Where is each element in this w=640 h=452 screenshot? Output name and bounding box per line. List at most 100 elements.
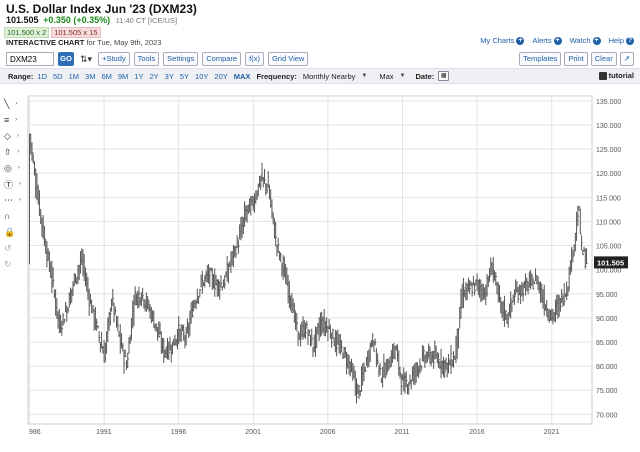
calendar-icon[interactable]: ▦ xyxy=(438,71,450,81)
chevron-right-icon: › xyxy=(17,149,20,155)
bid-ask: 101.500 x 2 101.505 x 15 xyxy=(4,27,101,38)
range-option-5y[interactable]: 5Y xyxy=(179,71,190,81)
drawing-tools-panel: ╲ › ≡ › ◇ › ⇧ › ◎ › Ⓣ › ⋯ › ∩ 🔒 ↺ ↻ xyxy=(4,96,26,272)
plus-circle-icon: + xyxy=(592,36,601,45)
magnet-tool-icon[interactable]: ∩ xyxy=(4,211,11,221)
x-tick-label: 1996 xyxy=(171,429,187,436)
chevron-right-icon: › xyxy=(15,101,18,107)
x-tick-label: 2011 xyxy=(395,429,410,436)
circle-tool-icon[interactable]: ◎ › xyxy=(4,162,20,173)
chevron-right-icon: › xyxy=(19,197,21,203)
settings-button[interactable]: Settings xyxy=(163,52,199,66)
range-label: Range: xyxy=(8,71,34,81)
text-tool-icon[interactable]: Ⓣ › xyxy=(4,179,22,190)
watch-link[interactable]: Watch + xyxy=(570,36,601,45)
x-tick-label: 2001 xyxy=(245,429,261,436)
frequency-value: Monthly Nearby xyxy=(302,71,356,81)
watch-label: Watch xyxy=(569,36,591,45)
arrow-tool-icon[interactable]: ⇧ › xyxy=(4,146,20,157)
my-charts-link[interactable]: My Charts + xyxy=(480,36,525,45)
y-tick-label: 90.000 xyxy=(596,316,618,323)
undo-icon[interactable]: ↺ xyxy=(4,242,12,253)
top-links: My Charts + Alerts + Watch + Help? xyxy=(480,36,634,45)
lock-tool-icon[interactable]: ⋯ › xyxy=(4,194,21,205)
expand-icon[interactable]: ↗ xyxy=(619,52,634,66)
tools-button[interactable]: Tools xyxy=(133,52,160,66)
clear-button[interactable]: Clear xyxy=(590,52,617,66)
range-option-5d[interactable]: 5D xyxy=(53,71,63,81)
last-price: 101.505 xyxy=(6,15,39,25)
range-options: 1D 5D 1M 3M 6M 9M 1Y 2Y 3Y 5Y 10Y 20Y MAX xyxy=(37,72,256,81)
chevron-right-icon: › xyxy=(15,117,18,123)
templates-button[interactable]: Templates xyxy=(519,52,562,66)
frequency-label: Frequency: xyxy=(256,71,297,81)
plus-circle-icon: + xyxy=(553,36,562,45)
range-option-6m[interactable]: 6M xyxy=(101,71,112,81)
instrument-title: U.S. Dollar Index Jun '23 (DXM23) xyxy=(6,2,197,16)
add-study-button[interactable]: +Study xyxy=(98,52,130,66)
go-button[interactable]: GO xyxy=(58,52,74,66)
range-option-9m[interactable]: 9M xyxy=(117,71,129,81)
chevron-right-icon: › xyxy=(16,133,19,139)
range-option-10y[interactable]: 10Y xyxy=(195,71,209,81)
print-button[interactable]: Print xyxy=(564,52,588,66)
compare-button[interactable]: Compare xyxy=(202,52,242,66)
redo-icon[interactable]: ↻ xyxy=(4,258,12,269)
grid-view-button[interactable]: Grid View xyxy=(267,52,309,66)
y-tick-label: 125.000 xyxy=(596,147,621,154)
chart-date: for Tue, May 9th, 2023 xyxy=(86,38,162,47)
max-select[interactable]: Max ▼ xyxy=(379,72,405,81)
price-change: +0.350 (+0.35%) xyxy=(43,15,111,25)
range-option-20y[interactable]: 20Y xyxy=(214,71,228,81)
alerts-link[interactable]: Alerts + xyxy=(532,36,562,45)
chevron-down-icon: ▼ xyxy=(399,73,406,79)
range-bar: Range: 1D 5D 1M 3M 6M 9M 1Y 2Y 3Y 5Y 10Y 20Y MAX Fre… xyxy=(0,68,640,84)
last-price-box xyxy=(594,256,628,269)
y-tick-label: 130.000 xyxy=(596,123,621,130)
range-option-3y[interactable]: 3Y xyxy=(164,71,174,81)
date-label: Date: xyxy=(415,71,435,81)
x-tick-label: 2016 xyxy=(469,429,485,436)
ohlc-bars xyxy=(28,133,588,404)
y-tick-label: 110.000 xyxy=(596,219,621,226)
range-option-max[interactable]: MAX xyxy=(233,71,251,81)
line-tool-icon[interactable]: ╲ › xyxy=(4,98,18,109)
x-tick-label: 986 xyxy=(29,429,41,436)
range-option-2y[interactable]: 2Y xyxy=(149,71,159,81)
interactive-chart-label: INTERACTIVE CHART xyxy=(6,38,85,47)
chevron-right-icon: › xyxy=(17,165,20,171)
plus-circle-icon: + xyxy=(516,36,525,45)
tutorial-link[interactable]: tutorial xyxy=(598,71,634,80)
y-tick-label: 85.000 xyxy=(596,340,618,347)
frequency-select[interactable]: Monthly Nearby ▼ xyxy=(303,72,367,81)
bid-badge: 101.500 x 2 xyxy=(4,27,50,38)
x-tick-label: 1991 xyxy=(96,429,112,436)
help-circle-icon: ? xyxy=(626,36,634,45)
price-chart[interactable]: 135.000 130.000 125.000 120.000 115.000 110.0… xyxy=(0,88,640,448)
range-option-3m[interactable]: 3M xyxy=(85,71,96,81)
fx-button[interactable]: f(x) xyxy=(245,52,264,66)
quote-line: 101.505 +0.350 (+0.35%) 11:40 CT [ICE/US… xyxy=(6,15,177,25)
range-option-1y[interactable]: 1Y xyxy=(134,71,144,81)
y-tick-label: 115.000 xyxy=(596,195,621,202)
y-tick-label: 120.000 xyxy=(596,171,621,178)
bar-type-icon[interactable]: ⇅▾ xyxy=(80,53,93,64)
y-tick-label: 70.000 xyxy=(596,412,618,419)
range-option-1m[interactable]: 1M xyxy=(68,71,80,81)
x-tick-label: 2006 xyxy=(320,429,336,436)
y-tick-label: 75.000 xyxy=(596,388,618,395)
toolbar-right: Templates Print Clear ↗ xyxy=(519,52,634,66)
chevron-down-icon: ▼ xyxy=(361,73,368,79)
tutorial-label: tutorial xyxy=(608,71,634,80)
help-link[interactable]: Help? xyxy=(609,36,634,45)
y-tick-label: 135.000 xyxy=(596,99,621,106)
shape-tool-icon[interactable]: ◇ › xyxy=(4,130,19,141)
tutorial-icon xyxy=(598,71,607,80)
symbol-input[interactable] xyxy=(6,52,54,66)
padlock-tool-icon[interactable]: 🔒 xyxy=(4,226,16,237)
quote-time: 11:40 CT [ICE/US] xyxy=(115,16,178,25)
y-tick-label: 80.000 xyxy=(596,364,618,371)
range-option-1d[interactable]: 1D xyxy=(37,71,48,81)
fib-tool-icon[interactable]: ≡ › xyxy=(4,115,18,125)
chart-toolbar: GO ⇅▾ +Study Tools Settings Compare f(x)… xyxy=(6,52,309,66)
